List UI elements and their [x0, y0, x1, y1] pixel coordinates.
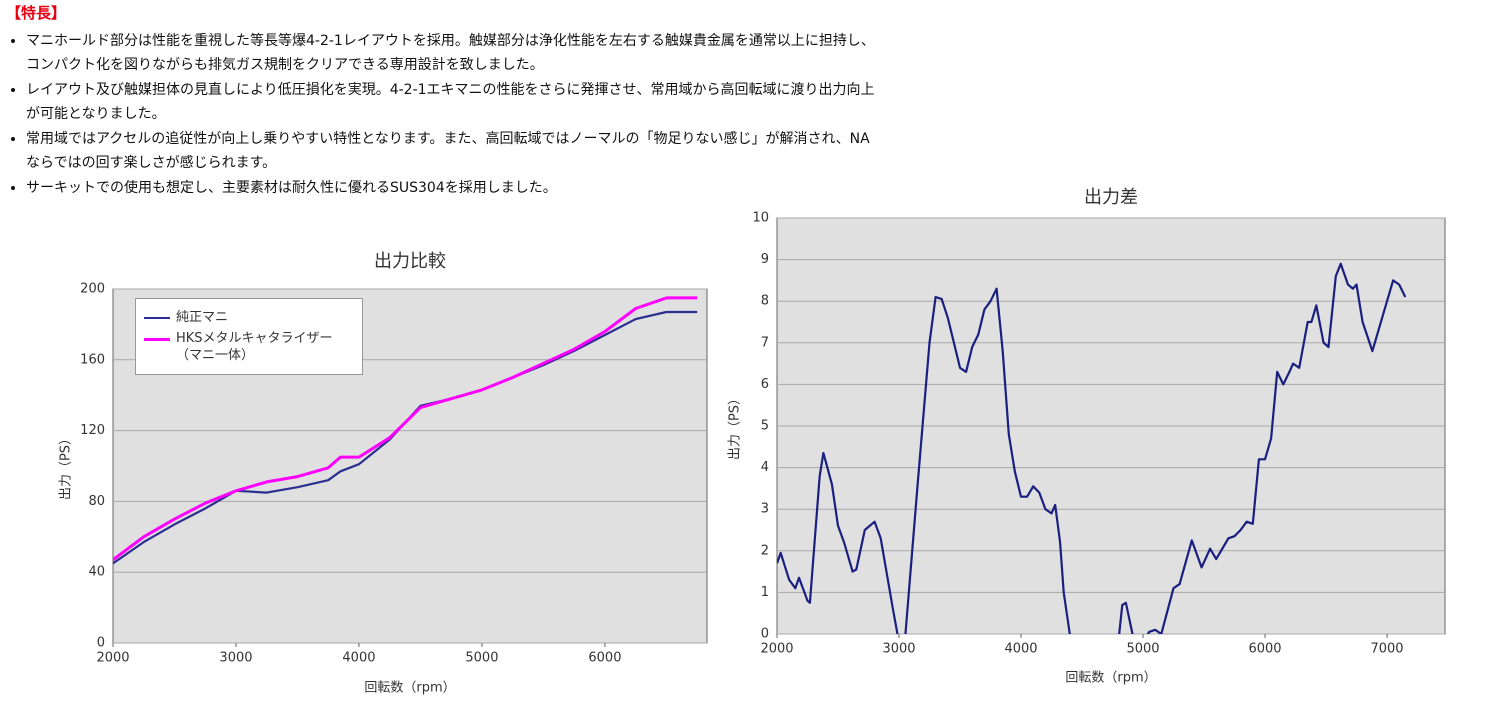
x-tick-label: 2000: [96, 651, 129, 666]
y-tick-label: 160: [80, 352, 105, 367]
x-tick-label: 3000: [882, 642, 915, 657]
feature-item: レイアウト及び触媒担体の見直しにより低圧損化を実現。4-2-1エキマニの性能をさ…: [26, 79, 876, 126]
y-axis-label: 出力（PS）: [59, 432, 74, 500]
x-tick-label: 7000: [1370, 642, 1403, 657]
legend-label: 純正マニ: [176, 310, 229, 325]
y-tick-label: 3: [761, 502, 769, 517]
x-tick-label: 6000: [1248, 642, 1281, 657]
data-line: [113, 310, 698, 565]
legend-entry: HKSメタルキャタライザー （マニ一体）: [144, 330, 354, 364]
y-tick-label: 120: [80, 423, 105, 438]
legend-swatch: [144, 317, 170, 319]
legend-label: HKSメタルキャタライザー （マニ一体）: [176, 331, 333, 363]
y-tick-label: 6: [761, 377, 769, 392]
y-tick-label: 40: [88, 565, 105, 580]
y-tick-label: 0: [97, 636, 105, 651]
y-tick-label: 0: [761, 627, 769, 642]
x-tick-label: 3000: [219, 651, 252, 666]
chart-title: 出力差: [1084, 187, 1138, 208]
x-tick-label: 2000: [760, 642, 793, 657]
heading: 【特長】: [6, 4, 67, 22]
x-axis-label: 回転数（rpm）: [1065, 671, 1156, 686]
feature-item: マニホールド部分は性能を重視した等長等爆4-2-1レイアウトを採用。触媒部分は浄…: [26, 30, 876, 77]
legend-swatch: [144, 338, 170, 341]
y-tick-label: 7: [761, 335, 769, 350]
feature-item: サーキットでの使用も想定し、主要素材は耐久性に優れるSUS304を採用しました。: [26, 177, 876, 201]
y-tick-label: 8: [761, 294, 769, 309]
feature-item: 常用域ではアクセルの追従性が向上し乗りやすい特性となります。また、高回転域ではノ…: [26, 128, 876, 175]
x-tick-label: 5000: [465, 651, 498, 666]
x-tick-label: 4000: [342, 651, 375, 666]
chart-title: 出力比較: [374, 251, 446, 272]
feature-list: マニホールド部分は性能を重視した等長等爆4-2-1レイアウトを採用。触媒部分は浄…: [4, 30, 876, 203]
y-tick-label: 2: [761, 543, 769, 558]
y-tick-label: 4: [761, 460, 769, 475]
x-tick-label: 6000: [588, 651, 621, 666]
x-tick-label: 5000: [1126, 642, 1159, 657]
x-axis-label: 回転数（rpm）: [364, 681, 455, 696]
y-tick-label: 10: [752, 211, 769, 226]
data-line: [777, 262, 1407, 634]
data-line: [113, 296, 698, 562]
y-tick-label: 200: [80, 282, 105, 297]
x-tick-label: 4000: [1004, 642, 1037, 657]
y-tick-label: 1: [761, 585, 769, 600]
legend: 純正マニ HKSメタルキャタライザー （マニ一体）: [135, 298, 363, 375]
y-tick-label: 80: [88, 494, 105, 509]
y-tick-label: 5: [761, 419, 769, 434]
y-tick-label: 9: [761, 252, 769, 267]
legend-entry: 純正マニ: [144, 309, 354, 326]
y-axis-label: 出力（PS）: [728, 392, 743, 460]
